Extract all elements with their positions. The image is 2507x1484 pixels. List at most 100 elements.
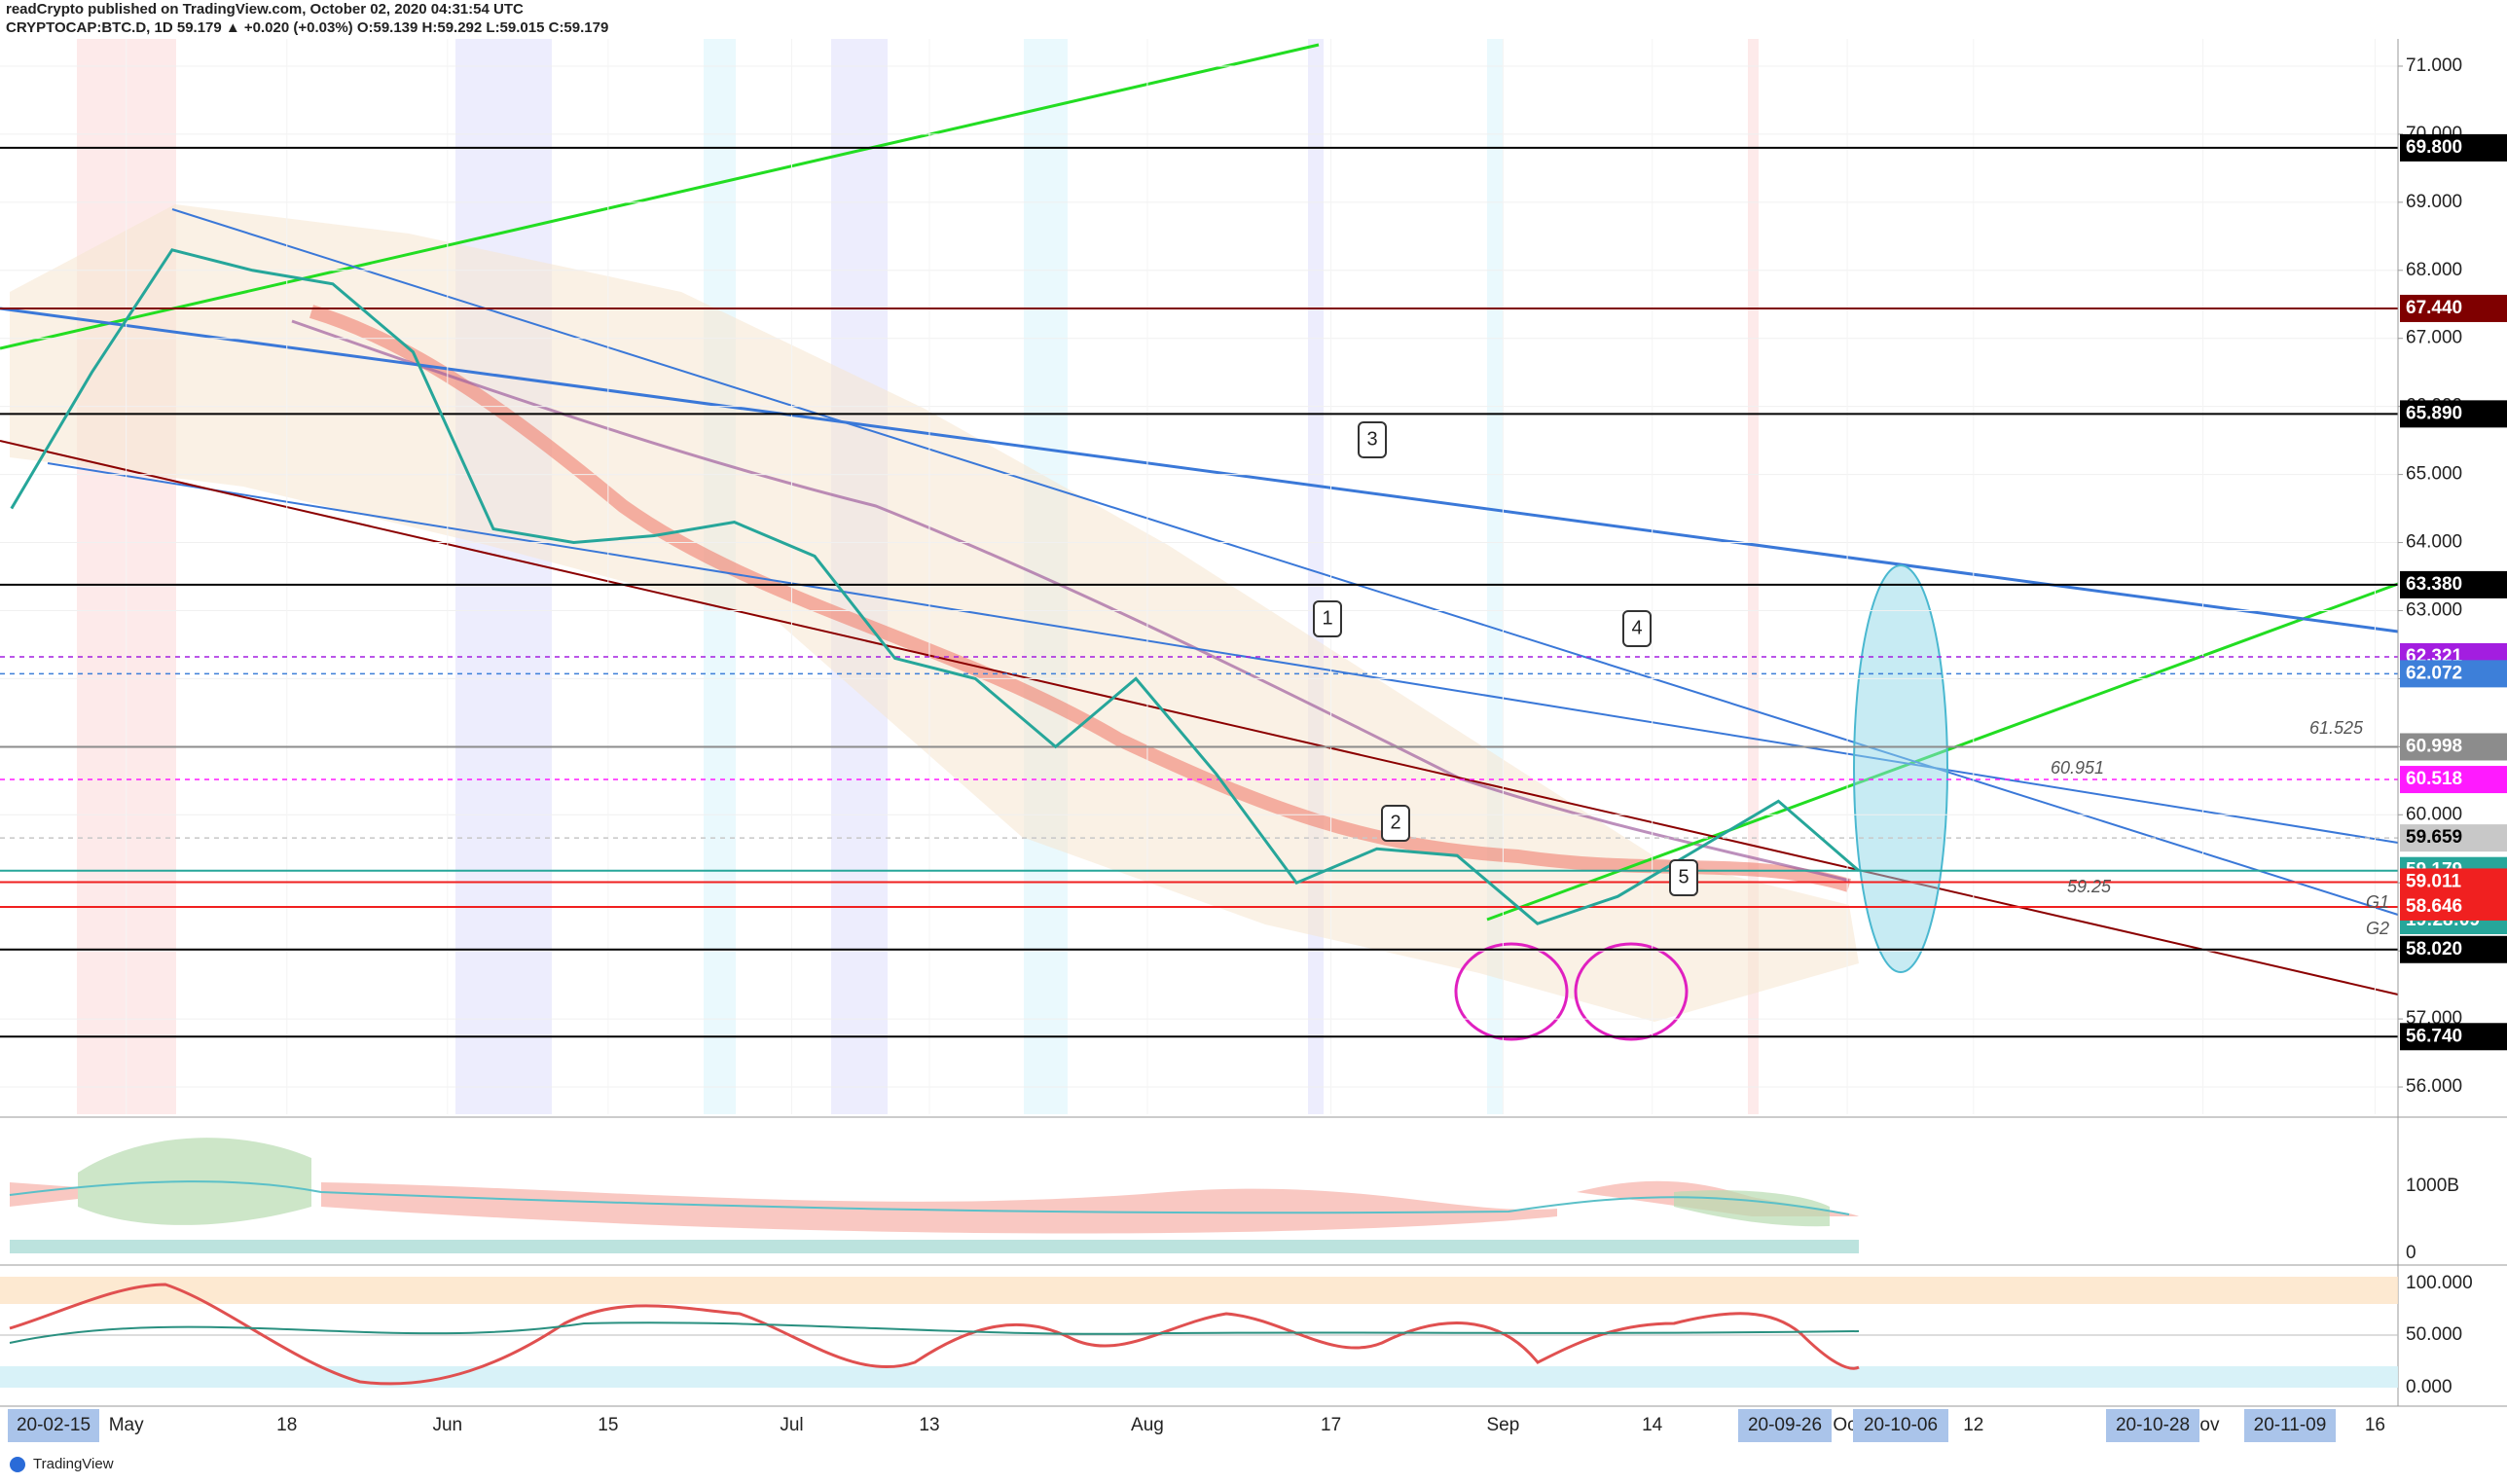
level-label: 60.998 [2406,736,2462,756]
callout-label: 1 [1322,607,1332,629]
y-tick-label: 56.000 [2406,1076,2462,1097]
date-marker: 20-09-26 [1748,1415,1822,1435]
y-tick-label: 67.000 [2406,328,2462,348]
level-label: 59.011 [2406,871,2461,891]
date-marker-box [1853,1409,1948,1442]
pane2-volume [10,1240,1859,1253]
level-label: 56.740 [2406,1026,2462,1046]
x-tick-label: 12 [1963,1415,1983,1435]
callout-box [1358,421,1387,458]
level-box [2400,400,2507,428]
x-tick-label: 17 [1321,1415,1341,1435]
x-tick-label: Aug [1131,1415,1164,1435]
pane3-tick-label: 0.000 [2406,1377,2452,1397]
callouts [1313,421,1698,896]
x-tick-label: Jun [432,1415,462,1435]
level-box [2400,294,2507,322]
callout-box [1381,805,1410,842]
oversold-zone [0,1366,2398,1388]
y-tick-label: 65.000 [2406,464,2462,485]
strip [1308,39,1324,1114]
plot-label: G1 [2366,892,2389,912]
level-box [2400,660,2507,688]
date-marker-box [1738,1409,1832,1442]
pane2-tick-label: 0 [2406,1243,2416,1263]
level-box [2400,766,2507,794]
trend-line [0,440,2399,995]
price-line [10,248,1860,925]
date-marker: 20-02-15 [17,1415,91,1435]
x-tick-label: 16 [2365,1415,2385,1435]
trend-line [0,307,2399,633]
signal [9,1321,1860,1344]
level-box [2400,133,2507,162]
level-box [2400,935,2507,963]
plot-label: 59.25 [2067,877,2112,896]
callout-label: 3 [1366,428,1377,450]
level-label: 62.072 [2406,663,2462,683]
strip [1748,39,1759,1114]
trend-line [0,43,1320,350]
callout-box [1622,610,1652,647]
date-marker: 20-10-06 [1864,1415,1938,1435]
x-tick-label: 15 [598,1415,618,1435]
plot-label: G2 [2366,919,2389,938]
x-axis: May 18 Jun 15 Jul 13 Aug 17 Sep 14 Oct 12 Nov 16 [109,1415,2385,1435]
y-tick-label: 68.000 [2406,260,2462,280]
date-marker-box [2106,1409,2199,1442]
x-tick-label: 18 [276,1415,297,1435]
pane2-band [1674,1190,1830,1227]
level-box [2400,892,2507,921]
level-label: 60.518 [2406,769,2462,789]
footer-logo [10,1457,25,1472]
levels [0,39,2403,1114]
level-box [2400,570,2507,598]
date-marker-box [8,1409,99,1442]
target-ellipse [1853,564,1948,973]
pane2-line [9,1180,1850,1215]
level-box [2400,824,2507,852]
y-tick-label: 63.000 [2406,599,2462,620]
level-box [2400,868,2507,896]
level-label: 65.890 [2406,403,2462,423]
strip [455,39,552,1114]
x-tick-label: 13 [919,1415,939,1435]
pane3-tick-label: 100.000 [2406,1273,2473,1293]
overbought-zone [0,1277,2398,1304]
date-marker: 20-10-28 [2116,1415,2190,1435]
trend-line [171,208,2399,916]
level-box [2400,733,2507,761]
y-tick-label: 64.000 [2406,532,2462,553]
circle-mark [1574,942,1689,1041]
moving-average-ribbon [309,305,1852,892]
publisher: readCrypto published on TradingView.com,… [6,1,524,18]
date-marker-box [2244,1409,2336,1442]
callout-box [1669,859,1698,896]
x-tick-label: 14 [1642,1415,1663,1435]
level-box [2400,1023,2507,1051]
level-label: 69.800 [2406,137,2462,158]
y-tick-label: 71.000 [2406,55,2462,76]
x-tick-label: Jul [780,1415,803,1435]
plot [10,248,1860,925]
footer-brand: TradingView [33,1456,114,1472]
level-label: 67.440 [2406,298,2462,318]
symbol-info: CRYPTOCAP:BTC.D, 1D 59.179 ▲ +0.020 (+0.… [6,19,608,36]
y-tick-label: 60.000 [2406,804,2462,824]
level-label: 63.380 [2406,574,2462,595]
pane3-tick-label: 50.000 [2406,1324,2462,1345]
callout-label: 5 [1678,866,1689,887]
y-tick-label: 69.000 [2406,192,2462,212]
plot-label: 60.951 [2051,758,2104,778]
callout-label: 2 [1390,812,1400,833]
level-label: 58.646 [2406,896,2462,917]
circle-mark [1454,942,1569,1041]
pane2-tick-label: 1000B [2406,1176,2459,1196]
level-label: 59.659 [2406,827,2462,848]
callout-label: 4 [1631,617,1642,638]
pane2-band [10,1180,1859,1234]
date-marker: 20-11-09 [2254,1415,2327,1435]
callout-box [1313,600,1342,637]
